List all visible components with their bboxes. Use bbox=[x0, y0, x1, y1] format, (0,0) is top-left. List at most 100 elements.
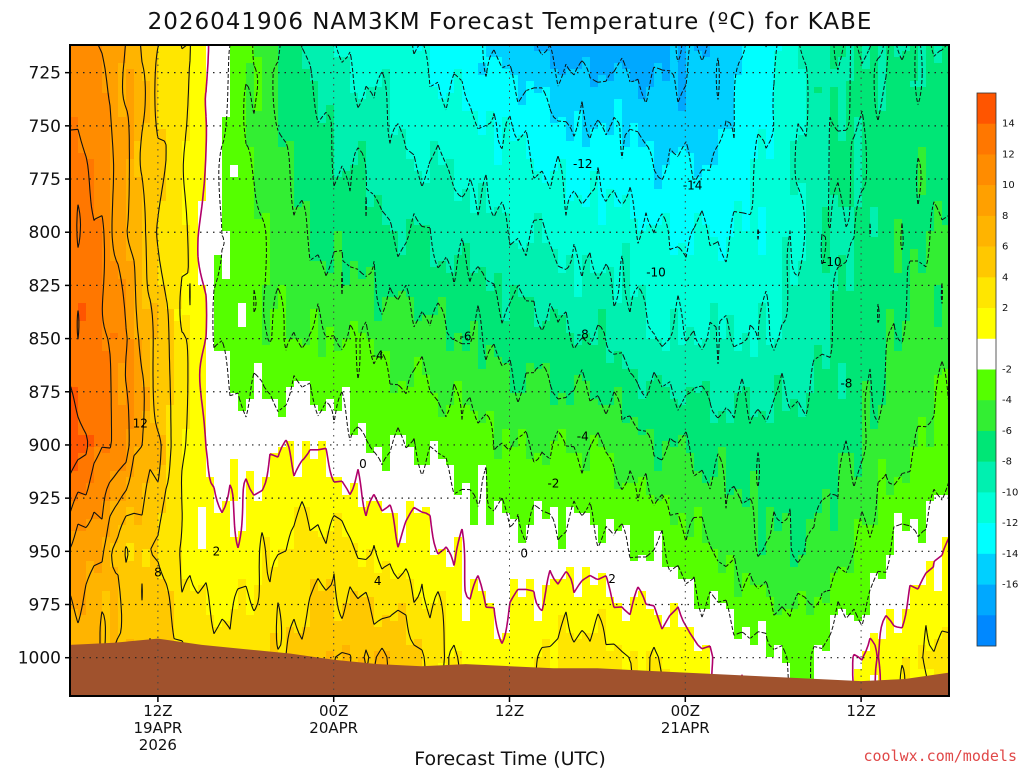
temperature-cell bbox=[254, 213, 263, 220]
temperature-cell bbox=[182, 357, 191, 364]
temperature-cell bbox=[102, 99, 111, 106]
temperature-cell bbox=[310, 465, 319, 472]
temperature-cell bbox=[374, 381, 383, 388]
temperature-cell bbox=[78, 135, 87, 142]
temperature-cell bbox=[158, 483, 167, 490]
temperature-cell bbox=[342, 615, 351, 622]
temperature-cell bbox=[230, 543, 239, 550]
temperature-cell bbox=[326, 447, 335, 454]
temperature-cell bbox=[134, 633, 143, 640]
temperature-cell bbox=[102, 399, 111, 406]
temperature-cell bbox=[358, 63, 367, 70]
temperature-cell bbox=[150, 471, 159, 478]
temperature-cell bbox=[246, 579, 255, 586]
temperature-cell bbox=[414, 189, 423, 196]
temperature-cell bbox=[278, 93, 287, 100]
temperature-cell bbox=[206, 207, 215, 214]
temperature-cell bbox=[118, 525, 127, 532]
temperature-cell bbox=[270, 243, 279, 250]
temperature-cell bbox=[350, 585, 359, 592]
temperature-cell bbox=[246, 387, 255, 394]
temperature-cell bbox=[414, 45, 423, 52]
temperature-cell bbox=[358, 249, 367, 256]
temperature-cell bbox=[182, 237, 191, 244]
temperature-cell bbox=[358, 165, 367, 172]
temperature-cell bbox=[102, 387, 111, 394]
temperature-cell bbox=[270, 267, 279, 274]
temperature-cell bbox=[134, 243, 143, 250]
temperature-cell bbox=[222, 291, 231, 298]
temperature-cell bbox=[358, 195, 367, 202]
temperature-cell bbox=[158, 105, 167, 112]
temperature-cell bbox=[262, 345, 271, 352]
temperature-cell bbox=[78, 51, 87, 58]
temperature-cell bbox=[86, 183, 95, 190]
temperature-cell bbox=[310, 441, 319, 448]
temperature-cell bbox=[150, 141, 159, 148]
temperature-cell bbox=[270, 489, 279, 496]
temperature-cell bbox=[222, 489, 231, 496]
temperature-cell bbox=[222, 87, 231, 94]
temperature-cell bbox=[166, 231, 175, 238]
temperature-cell bbox=[174, 171, 183, 178]
temperature-cell bbox=[318, 357, 327, 364]
temperature-cell bbox=[110, 111, 119, 118]
temperature-cell bbox=[246, 195, 255, 202]
temperature-cell bbox=[278, 429, 287, 436]
temperature-cell bbox=[358, 435, 367, 442]
temperature-cell bbox=[86, 465, 95, 472]
temperature-cell bbox=[342, 459, 351, 466]
temperature-cell bbox=[318, 201, 327, 208]
temperature-cell bbox=[134, 207, 143, 214]
temperature-cell bbox=[270, 537, 279, 544]
temperature-cell bbox=[310, 237, 319, 244]
temperature-cell bbox=[350, 267, 359, 274]
temperature-cell bbox=[222, 351, 231, 358]
temperature-cell bbox=[246, 279, 255, 286]
temperature-cell bbox=[94, 591, 103, 598]
temperature-cell bbox=[334, 501, 343, 508]
temperature-cell bbox=[174, 189, 183, 196]
temperature-cell bbox=[390, 615, 399, 622]
temperature-cell bbox=[374, 465, 383, 472]
temperature-cell bbox=[166, 141, 175, 148]
temperature-cell bbox=[382, 285, 391, 292]
temperature-cell bbox=[198, 117, 207, 124]
temperature-cell bbox=[222, 417, 231, 424]
temperature-cell bbox=[150, 495, 159, 502]
temperature-cell bbox=[190, 225, 199, 232]
temperature-cell bbox=[126, 375, 135, 382]
temperature-cell bbox=[310, 357, 319, 364]
temperature-cell bbox=[278, 195, 287, 202]
temperature-cell bbox=[382, 393, 391, 400]
temperature-cell bbox=[398, 417, 407, 424]
temperature-cell bbox=[158, 321, 167, 328]
temperature-cell bbox=[150, 531, 159, 538]
temperature-cell bbox=[206, 471, 215, 478]
temperature-cell bbox=[294, 525, 303, 532]
temperature-cell bbox=[430, 555, 439, 562]
temperature-cell bbox=[238, 75, 247, 82]
temperature-cell bbox=[86, 363, 95, 370]
temperature-cell bbox=[366, 483, 375, 490]
temperature-cell bbox=[318, 465, 327, 472]
temperature-cell bbox=[86, 513, 95, 520]
temperature-cell bbox=[182, 333, 191, 340]
temperature-cell bbox=[350, 273, 359, 280]
temperature-cell bbox=[310, 495, 319, 502]
temperature-cell bbox=[70, 459, 79, 466]
temperature-cell bbox=[334, 519, 343, 526]
temperature-cell bbox=[366, 399, 375, 406]
temperature-cell bbox=[110, 615, 119, 622]
temperature-cell bbox=[366, 429, 375, 436]
temperature-cell bbox=[78, 321, 87, 328]
temperature-cell bbox=[110, 183, 119, 190]
temperature-cell bbox=[126, 213, 135, 220]
temperature-cell bbox=[374, 285, 383, 292]
temperature-cell bbox=[134, 483, 143, 490]
temperature-cell bbox=[206, 195, 215, 202]
temperature-cell bbox=[358, 627, 367, 634]
temperature-cell bbox=[414, 99, 423, 106]
temperature-cell bbox=[214, 567, 223, 574]
temperature-cell bbox=[414, 543, 423, 550]
